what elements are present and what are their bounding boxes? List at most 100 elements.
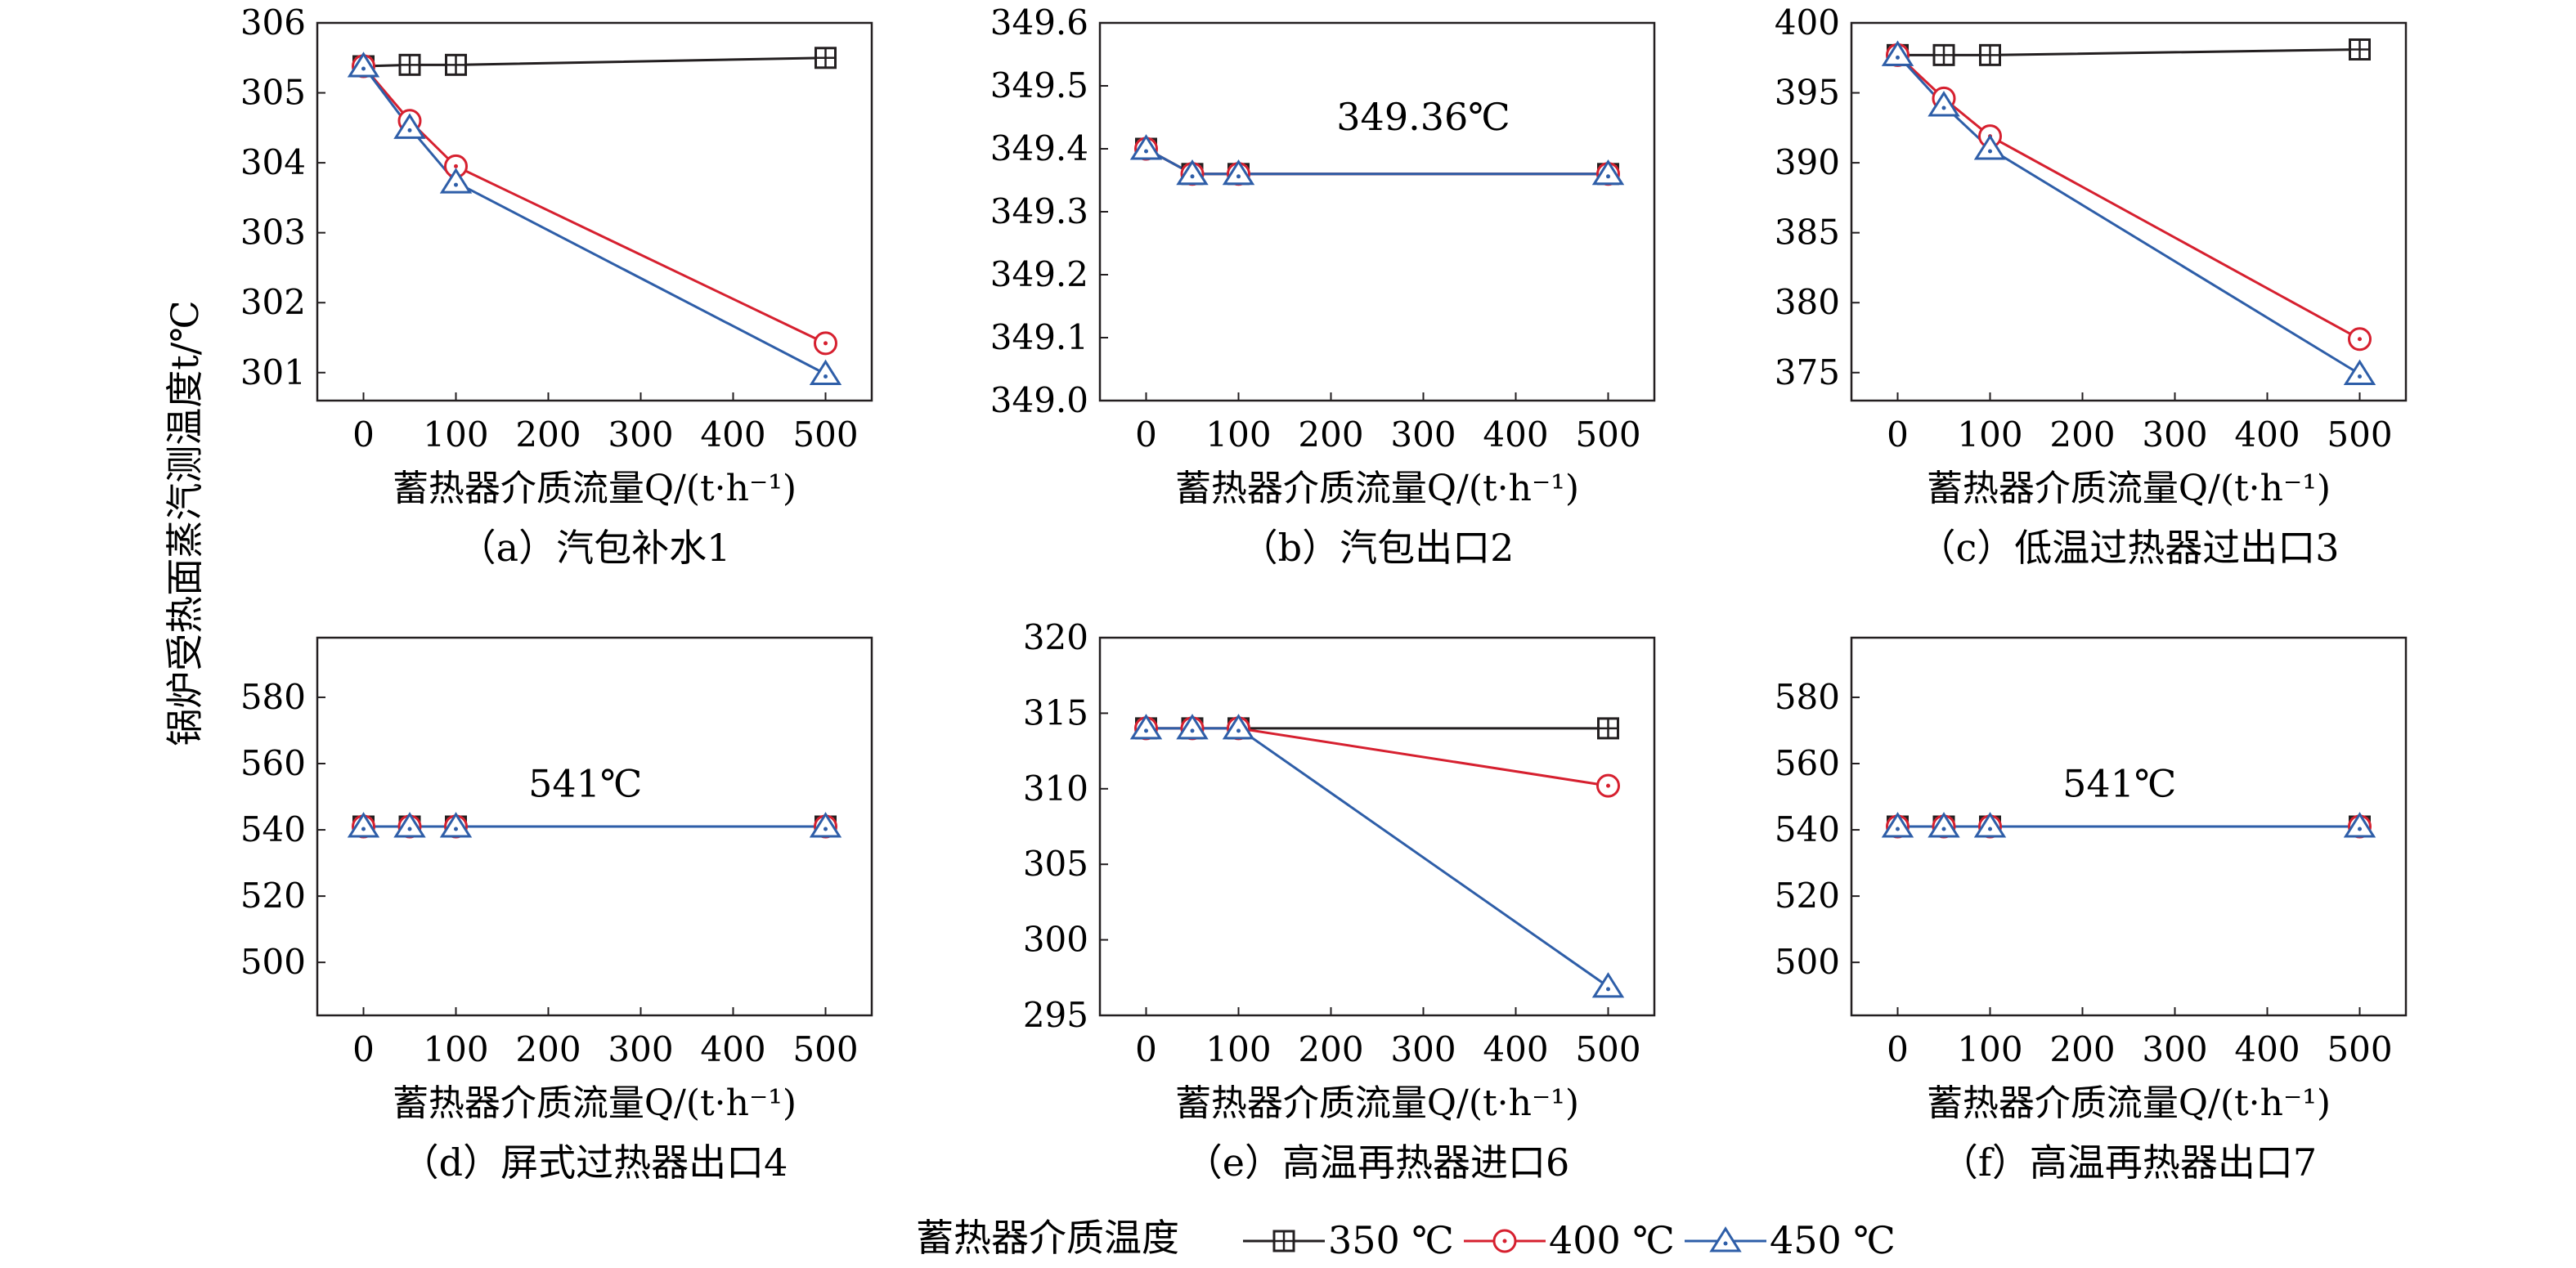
x-tick-label: 200 — [515, 1029, 581, 1069]
plot-frame — [1850, 636, 2408, 1017]
y-tick-label: 304 — [240, 142, 306, 182]
data-point-s3 — [809, 812, 842, 838]
x-axis-label: 蓄热器介质流量Q/(t·h⁻¹) — [1175, 468, 1579, 509]
x-tick-label: 100 — [1957, 1029, 2022, 1069]
data-point-s3 — [1928, 91, 1960, 117]
x-tick-label: 0 — [1135, 414, 1157, 455]
data-point-s3-dot — [1190, 728, 1195, 733]
plot-frame — [1098, 636, 1656, 1017]
plot-frame — [1098, 21, 1656, 402]
y-tick-label: 580 — [1775, 677, 1840, 717]
data-point-s3 — [1176, 159, 1209, 186]
data-point-s3 — [393, 812, 426, 838]
data-point-s3-dot — [454, 827, 458, 831]
series-line-1 — [1145, 147, 1609, 176]
legend-title: 蓄热器介质温度 — [916, 1216, 1179, 1260]
data-point-s3-dot — [2358, 827, 2362, 831]
data-point-s3-dot — [1144, 728, 1148, 733]
x-tick-label: 0 — [1887, 1029, 1909, 1069]
data-point-s3 — [2343, 812, 2376, 838]
y-tick-label: 310 — [1023, 768, 1088, 809]
y-tick-label: 349.2 — [990, 254, 1088, 294]
panel-caption: （b）汽包出口2 — [1241, 526, 1515, 570]
value-annotation: 349.36℃ — [1336, 95, 1510, 139]
y-tick-label: 500 — [240, 942, 306, 982]
data-point-s3 — [1129, 714, 1163, 740]
x-tick-label: 100 — [423, 1029, 488, 1069]
legend: 蓄热器介质温度 350 ℃ 400 ℃ 450 ℃ — [916, 1216, 1896, 1262]
x-tick-label: 300 — [1390, 414, 1456, 455]
series-line-2 — [1146, 727, 1609, 787]
data-point-s3-dot — [361, 66, 366, 71]
legend-label-2: 400 ℃ — [1549, 1218, 1675, 1262]
data-point-s3 — [393, 113, 426, 139]
series-line-3 — [1896, 54, 2361, 375]
data-point-s3-dot — [1606, 174, 1610, 179]
x-tick-label: 400 — [700, 414, 765, 455]
x-tick-label: 500 — [792, 1029, 858, 1069]
x-tick-label: 100 — [1205, 414, 1271, 455]
data-point-s3 — [347, 52, 380, 78]
y-axis-label: 锅炉受热面蒸汽测温度t/℃ — [163, 300, 207, 746]
x-axis-label: 蓄热器介质流量Q/(t·h⁻¹) — [1927, 1082, 2331, 1124]
y-tick-label: 301 — [240, 352, 306, 392]
data-point-s2-dot — [2358, 337, 2362, 342]
y-tick-label: 305 — [240, 73, 306, 113]
data-point-s3 — [1881, 40, 1914, 66]
x-tick-label: 500 — [792, 414, 858, 455]
y-tick-label: 400 — [1775, 2, 1840, 43]
plot-frame — [316, 21, 873, 402]
legend-marker-3-dot — [1723, 1241, 1728, 1246]
data-point-s3-dot — [1988, 827, 1992, 831]
x-tick-label: 0 — [1887, 414, 1909, 455]
y-tick-label: 315 — [1023, 692, 1088, 733]
x-tick-label: 300 — [608, 414, 673, 455]
data-point-s3-dot — [1190, 174, 1195, 179]
x-tick-label: 400 — [700, 1029, 765, 1069]
data-point-s3-dot — [824, 374, 828, 379]
y-tick-label: 349.1 — [990, 317, 1088, 357]
x-tick-label: 400 — [2234, 414, 2300, 455]
y-tick-label: 520 — [1775, 876, 1840, 916]
data-point-s3 — [809, 359, 842, 385]
data-point-s3-dot — [1941, 105, 1946, 110]
series-line-3 — [1145, 147, 1609, 176]
data-point-s3-dot — [454, 182, 458, 187]
panel-caption: （d）屏式过热器出口4 — [402, 1140, 788, 1185]
data-point-s3 — [1928, 812, 1960, 838]
x-tick-label: 200 — [1298, 1029, 1363, 1069]
y-tick-label: 375 — [1775, 352, 1840, 392]
data-point-s3-dot — [407, 827, 412, 831]
chart-panel-c: 375 380 385 390 395 400 0 100 200 300 400 500 蓄热器介质流… — [1775, 2, 2408, 570]
data-point-s3 — [1973, 812, 2007, 838]
x-axis-label: 蓄热器介质流量Q/(t·h⁻¹) — [393, 468, 797, 509]
x-tick-label: 400 — [1483, 414, 1548, 455]
data-point-s3 — [1591, 972, 1625, 998]
x-tick-label: 200 — [2049, 414, 2115, 455]
y-tick-label: 349.3 — [990, 191, 1088, 231]
x-tick-label: 200 — [2049, 1029, 2115, 1069]
panel-caption: （f）高温再热器出口7 — [1941, 1140, 2317, 1185]
y-tick-label: 540 — [1775, 809, 1840, 849]
series-line-2 — [1145, 147, 1609, 176]
x-tick-label: 300 — [608, 1029, 673, 1069]
data-point-s3-dot — [1606, 987, 1610, 992]
y-tick-label: 300 — [1023, 920, 1088, 960]
y-tick-label: 385 — [1775, 213, 1840, 253]
y-tick-label: 306 — [240, 2, 306, 43]
series-line-3 — [1146, 727, 1609, 988]
y-tick-label: 349.6 — [990, 2, 1088, 43]
series-line-1 — [1897, 48, 2360, 56]
y-tick-label: 349.5 — [990, 65, 1088, 105]
x-tick-label: 500 — [1575, 414, 1640, 455]
data-point-s3 — [1591, 159, 1625, 186]
y-tick-label: 320 — [1023, 617, 1088, 657]
data-point-s3 — [1176, 714, 1209, 740]
chart-panel-b: 349.0 349.1 349.2 349.3 349.4 349.5 349.6 0 100 2… — [990, 2, 1656, 570]
plot-frame — [1850, 21, 2408, 402]
data-point-s3-dot — [1896, 827, 1900, 831]
x-axis-label: 蓄热器介质流量Q/(t·h⁻¹) — [393, 1082, 797, 1124]
y-tick-label: 349.0 — [990, 380, 1088, 420]
plot-frame — [316, 636, 873, 1017]
